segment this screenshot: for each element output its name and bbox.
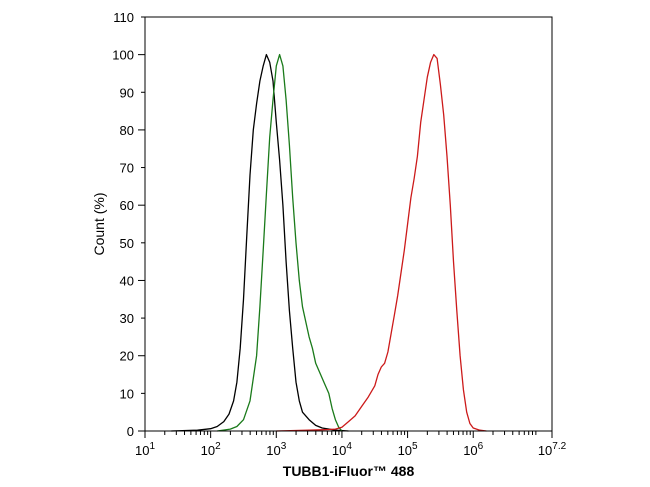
y-tick-label: 20: [120, 349, 134, 364]
x-tick-label: 103: [266, 441, 286, 458]
y-tick-label: 110: [113, 10, 134, 25]
y-tick-label: 60: [120, 198, 134, 213]
series-line-1: [171, 53, 349, 432]
x-tick-label: 101: [135, 441, 155, 458]
major-tick-marks: [138, 54, 553, 438]
x-tick-label: 105: [398, 441, 418, 458]
plot-frame: [144, 16, 553, 432]
y-tick-label: 90: [120, 85, 134, 100]
y-tick-label: 100: [112, 48, 134, 63]
series-line-2: [217, 53, 343, 432]
minor-tick-marks: [141, 16, 537, 435]
series-layer: [171, 53, 487, 432]
x-tick-label: 104: [332, 441, 352, 458]
x-tick-label: 107.2: [538, 441, 567, 458]
x-tick-labels: 101 102 103 104 105 106 107.2: [135, 441, 567, 458]
x-tick-label: 106: [463, 441, 483, 458]
x-tick-label: 102: [201, 441, 221, 458]
y-tick-labels: 0 20 40 60 80 100 10 30 50 70 90 110: [112, 10, 134, 439]
y-tick-label: 30: [120, 311, 134, 326]
y-tick-label: 50: [120, 236, 134, 251]
y-tick-label: 40: [120, 273, 134, 288]
series-line-3: [276, 53, 487, 432]
y-tick-label: 70: [120, 161, 134, 176]
y-tick-label: 80: [120, 123, 134, 138]
y-tick-label: 0: [127, 424, 134, 439]
y-axis-title: Count (%): [91, 192, 107, 255]
y-tick-label: 10: [120, 386, 134, 401]
x-axis-title: TUBB1-iFluor™ 488: [283, 463, 415, 479]
